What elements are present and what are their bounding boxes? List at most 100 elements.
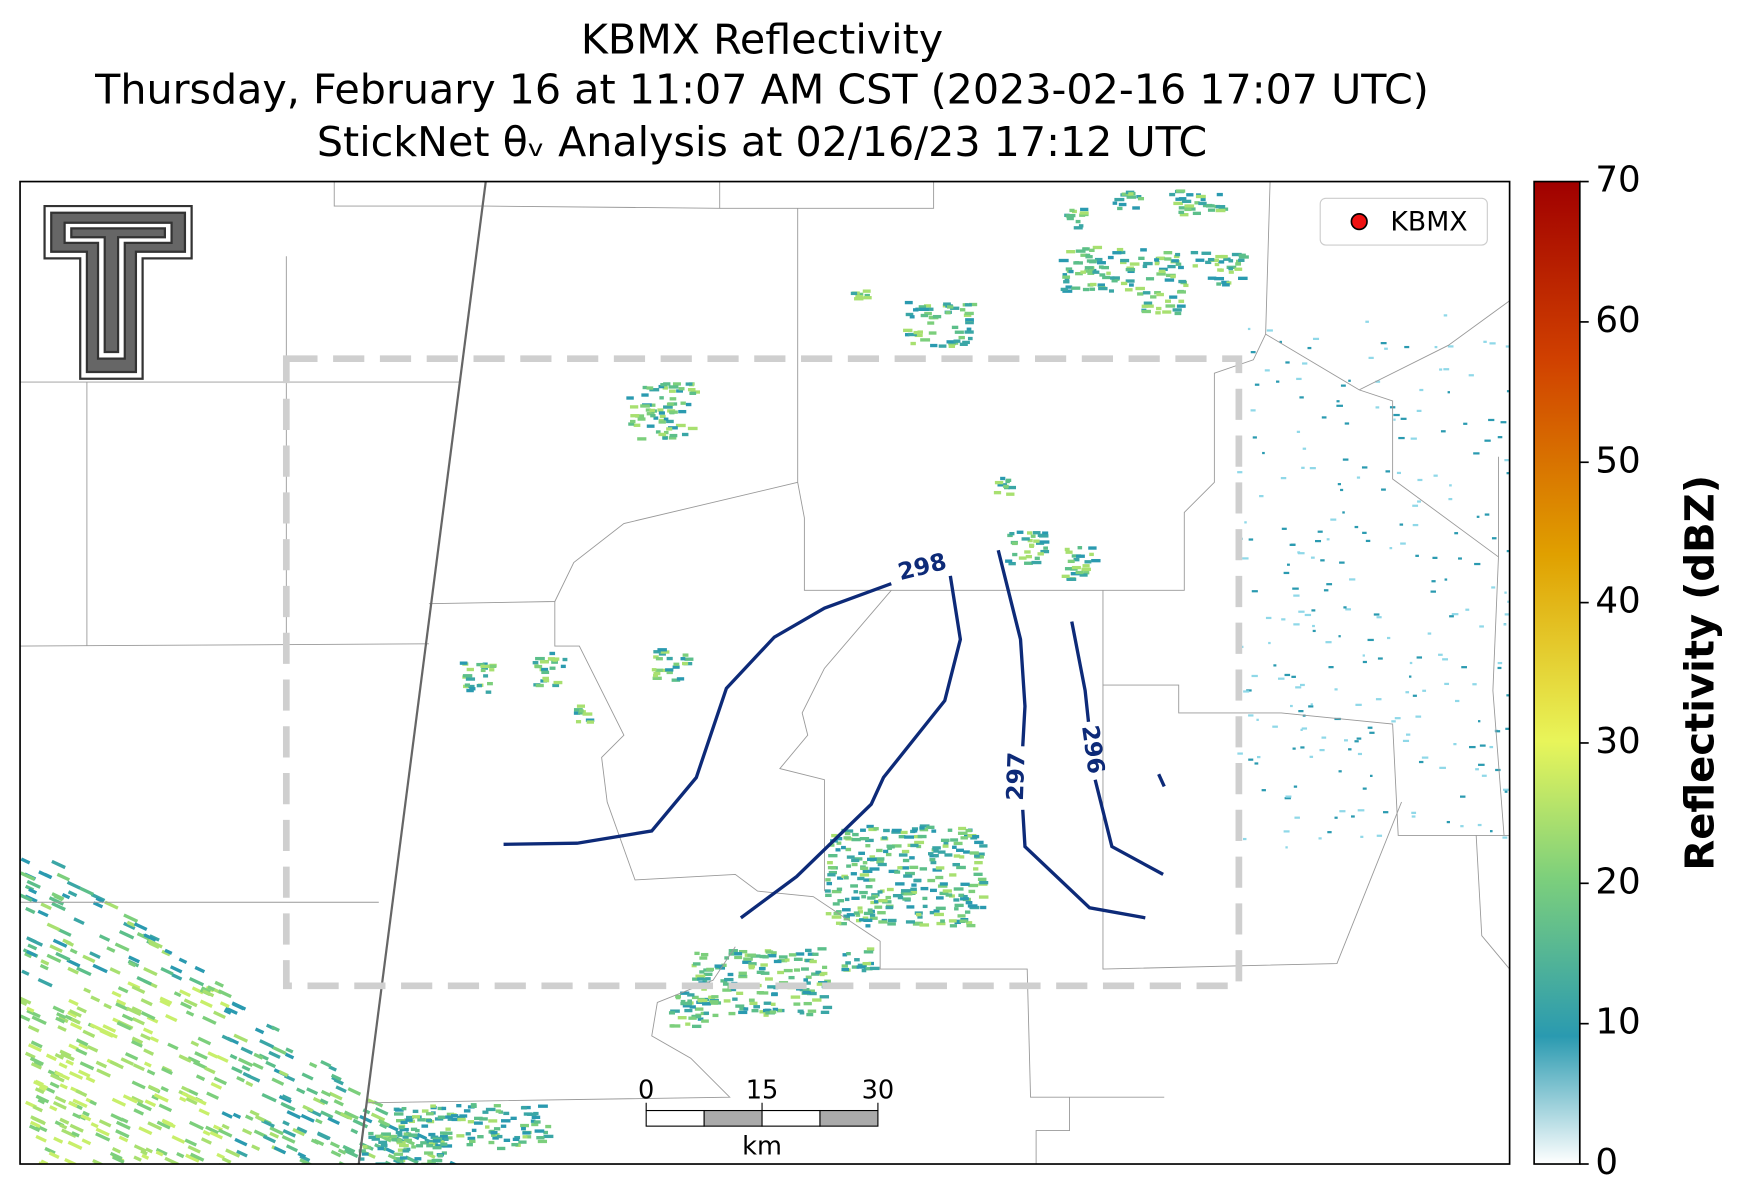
radar-echo	[952, 862, 960, 867]
radar-echo	[1129, 283, 1134, 287]
radar-echo	[1248, 538, 1254, 541]
radar-echo	[1164, 257, 1172, 261]
radar-echo	[743, 957, 753, 961]
radar-echo	[543, 678, 550, 683]
radar-echo	[50, 1073, 65, 1083]
radar-echo	[153, 1093, 169, 1103]
radar-echo	[109, 1151, 123, 1161]
radar-echo	[1248, 714, 1254, 717]
radar-echo	[706, 967, 715, 972]
radar-echo	[1039, 540, 1050, 544]
radar-echo	[691, 995, 699, 1000]
radar-echo	[819, 995, 830, 999]
radar-echo	[161, 949, 171, 957]
radar-echo	[315, 1118, 323, 1125]
radar-echo	[1285, 795, 1292, 798]
radar-echo	[1018, 556, 1027, 560]
radar-echo	[950, 838, 959, 842]
radar-echo	[1198, 201, 1207, 206]
radar-echo	[1506, 390, 1510, 393]
radar-echo	[1016, 530, 1024, 534]
radar-echo	[441, 1151, 447, 1155]
radar-echo	[24, 1051, 36, 1060]
radar-echo	[55, 951, 71, 962]
radar-echo	[1301, 466, 1305, 469]
radar-echo	[333, 1099, 344, 1107]
radar-echo	[1037, 552, 1044, 556]
radar-echo	[40, 1159, 49, 1165]
radar-echo	[586, 720, 595, 724]
radar-echo	[1024, 550, 1031, 554]
radar-echo	[234, 1137, 248, 1147]
radar-echo	[82, 954, 96, 964]
radar-echo	[878, 920, 888, 924]
radar-echo	[1163, 251, 1173, 255]
radar-echo	[543, 1130, 549, 1135]
radar-echo	[1089, 287, 1096, 291]
radar-echo	[953, 339, 961, 343]
radar-echo	[1473, 452, 1480, 455]
radar-echo	[195, 1074, 206, 1082]
radar-echo	[1497, 666, 1502, 670]
scale-tick-label: 15	[746, 1076, 779, 1106]
radar-echo	[846, 864, 852, 868]
radar-echo	[86, 1044, 99, 1053]
radar-echo	[79, 1061, 95, 1071]
radar-echo	[1169, 295, 1178, 299]
radar-echo	[1120, 281, 1128, 286]
radar-echo	[416, 1144, 424, 1148]
radar-echo	[1410, 437, 1417, 440]
radar-echo	[281, 1134, 296, 1144]
radar-echo	[156, 1120, 171, 1130]
radar-echo	[221, 1157, 232, 1164]
radar-echo	[58, 1062, 68, 1069]
radar-echo	[859, 837, 870, 841]
radar-echo	[1355, 703, 1362, 706]
radar-echo	[948, 344, 956, 348]
radar-echo	[803, 978, 809, 982]
radar-echo	[771, 992, 778, 997]
radar-echo	[1066, 216, 1074, 221]
radar-echo	[78, 1069, 91, 1078]
radar-echo	[954, 330, 964, 334]
radar-echo	[1360, 835, 1364, 838]
radar-echo	[904, 333, 910, 337]
radar-echo	[831, 833, 838, 838]
radar-echo	[76, 966, 92, 977]
radar-echo	[1065, 267, 1073, 271]
radar-echo	[1096, 261, 1106, 265]
radar-echo	[852, 832, 859, 837]
radar-echo	[1169, 192, 1176, 197]
radar-echo	[70, 1022, 83, 1031]
radar-echo	[1178, 197, 1187, 201]
radar-echo	[1442, 658, 1449, 661]
radar-echo	[964, 330, 974, 334]
radar-echo	[553, 680, 563, 685]
radar-echo	[922, 896, 928, 901]
radar-echo	[404, 1155, 419, 1165]
radar-echo	[687, 426, 698, 431]
radar-echo	[1228, 259, 1234, 263]
radar-echo	[1312, 337, 1320, 341]
radar-echo	[832, 902, 840, 906]
radar-echo	[1373, 613, 1380, 616]
radar-echo	[977, 877, 987, 882]
radar-echo	[430, 1104, 436, 1108]
radar-echo	[1294, 816, 1300, 819]
radar-echo	[943, 841, 949, 846]
radar-echo	[117, 986, 129, 994]
radar-echo	[512, 1137, 520, 1141]
radar-echo	[653, 655, 659, 659]
radar-echo	[95, 1127, 110, 1137]
colorbar-tick-label: 70	[1595, 160, 1640, 201]
radar-echo	[689, 1005, 696, 1009]
radar-echo	[850, 884, 858, 888]
radar-echo	[1432, 556, 1438, 559]
radar-echo	[640, 404, 650, 408]
radar-echo	[436, 1139, 445, 1143]
radar-echo	[891, 828, 902, 833]
radar-echo	[278, 1070, 289, 1077]
radar-echo	[867, 896, 876, 900]
radar-echo	[687, 999, 692, 1003]
radar-echo	[387, 1134, 397, 1139]
